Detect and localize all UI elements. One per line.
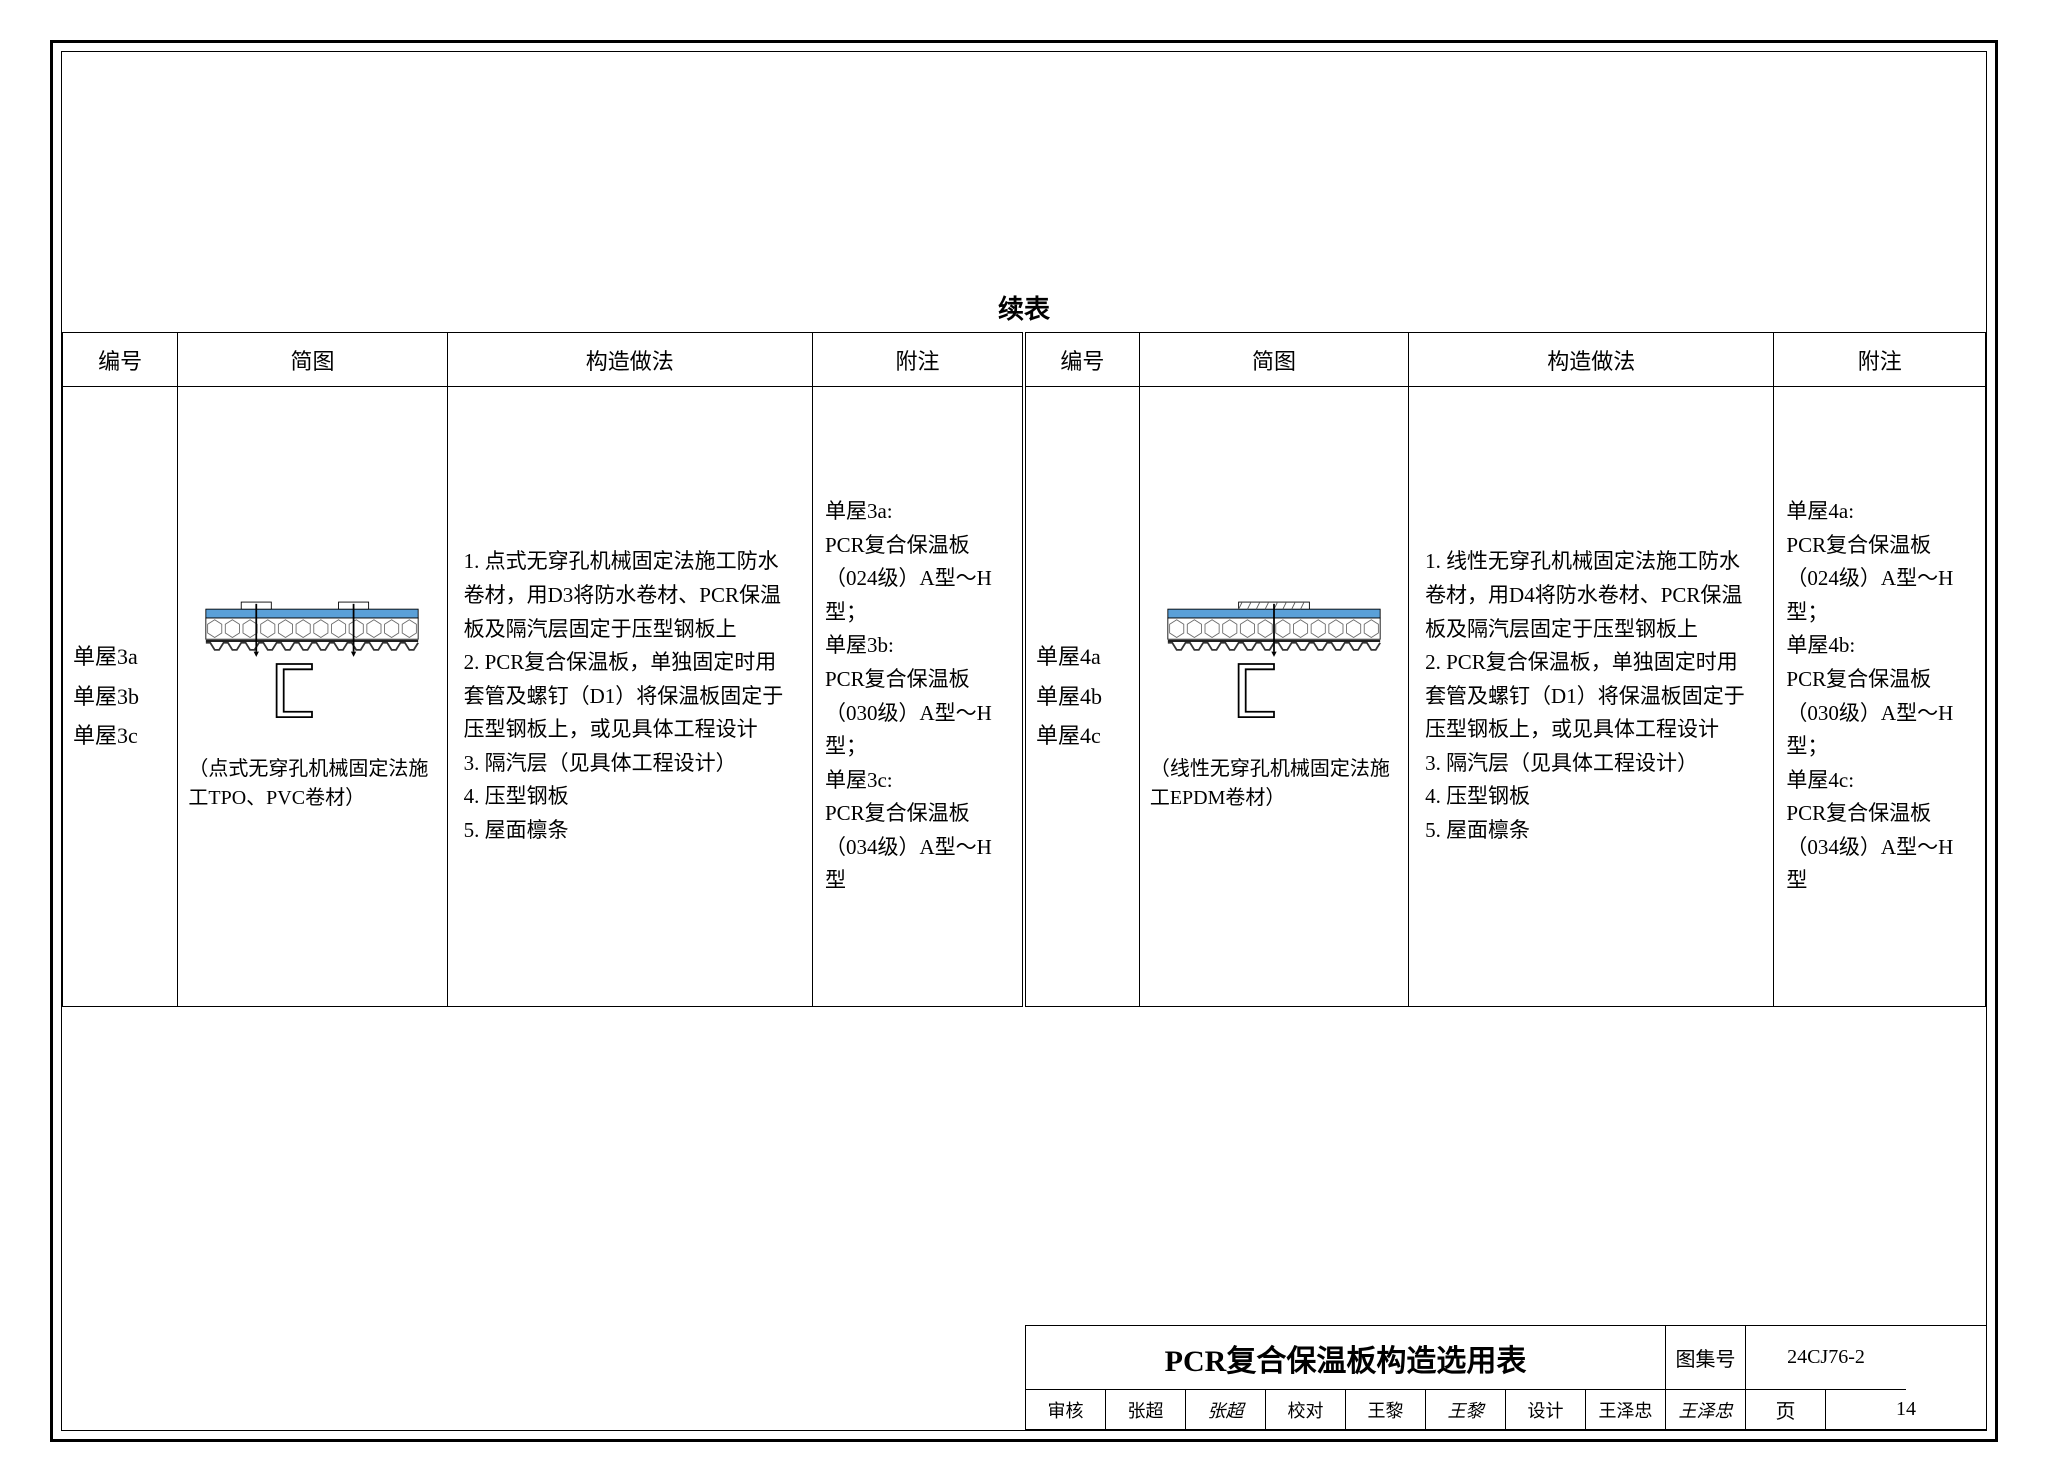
id-right-0: 单屋4a xyxy=(1036,637,1129,677)
check-name: 王黎 xyxy=(1346,1390,1426,1430)
cell-construction-left: 1. 点式无穿孔机械固定法施工防水卷材，用D3将防水卷材、PCR保温板及隔汽层固… xyxy=(447,387,812,1007)
id-right-2: 单屋4c xyxy=(1036,716,1129,756)
drawing-title: PCR复合保温板构造选用表 xyxy=(1026,1326,1666,1390)
design-sign: 王泽忠 xyxy=(1666,1390,1746,1430)
page-label: 页 xyxy=(1746,1390,1826,1430)
cell-id-right: 单屋4a 单屋4b 单屋4c xyxy=(1024,387,1139,1007)
review-sign: 张超 xyxy=(1186,1390,1266,1430)
th-note-left: 附注 xyxy=(812,333,1024,387)
con-right-4: 5. 屋面檩条 xyxy=(1425,814,1757,848)
con-right-1: 2. PCR复合保温板，单独固定时用套管及螺钉（D1）将保温板固定于压型钢板上，… xyxy=(1425,646,1757,747)
id-left-1: 单屋3b xyxy=(73,677,167,717)
con-left-3: 4. 压型钢板 xyxy=(464,780,796,814)
con-left-1: 2. PCR复合保温板，单独固定时用套管及螺钉（D1）将保温板固定于压型钢板上，… xyxy=(464,646,796,747)
th-construction-left: 构造做法 xyxy=(447,333,812,387)
id-left-2: 单屋3c xyxy=(73,716,167,756)
diagram-caption-left: （点式无穿孔机械固定法施工TPO、PVC卷材） xyxy=(188,752,436,810)
cell-id-left: 单屋3a 单屋3b 单屋3c xyxy=(63,387,178,1007)
check-label: 校对 xyxy=(1266,1390,1346,1430)
construction-selection-table: 编号 简图 构造做法 附注 编号 简图 构造做法 附注 xyxy=(62,332,1986,1007)
con-left-4: 5. 屋面檩条 xyxy=(464,814,796,848)
title-block: PCR复合保温板构造选用表 图集号 24CJ76-2 审核 张超 张超 校对 王… xyxy=(1025,1325,1986,1430)
con-right-0: 1. 线性无穿孔机械固定法施工防水卷材，用D4将防水卷材、PCR保温板及隔汽层固… xyxy=(1425,545,1757,646)
diagram-right xyxy=(1150,584,1398,744)
cell-construction-right: 1. 线性无穿孔机械固定法施工防水卷材，用D4将防水卷材、PCR保温板及隔汽层固… xyxy=(1409,387,1774,1007)
th-diagram-right: 简图 xyxy=(1139,333,1408,387)
page-value: 14 xyxy=(1826,1390,1986,1430)
id-left-0: 单屋3a xyxy=(73,637,167,677)
note-right: 单屋4a: PCR复合保温板 （024级）A型～H型； 单屋4b: PCR复合保… xyxy=(1784,491,1975,902)
th-diagram-left: 简图 xyxy=(178,333,447,387)
atlas-label: 图集号 xyxy=(1666,1326,1746,1390)
continued-table-label: 续表 xyxy=(998,289,1050,326)
cell-note-right: 单屋4a: PCR复合保温板 （024级）A型～H型； 单屋4b: PCR复合保… xyxy=(1774,387,1986,1007)
cell-diagram-left: （点式无穿孔机械固定法施工TPO、PVC卷材） xyxy=(178,387,447,1007)
con-right-2: 3. 隔汽层（见具体工程设计） xyxy=(1425,747,1757,781)
review-name: 张超 xyxy=(1106,1390,1186,1430)
design-name: 王泽忠 xyxy=(1586,1390,1666,1430)
check-sign: 王黎 xyxy=(1426,1390,1506,1430)
diagram-caption-right: （线性无穿孔机械固定法施工EPDM卷材） xyxy=(1150,752,1398,810)
review-label: 审核 xyxy=(1026,1390,1106,1430)
note-left: 单屋3a: PCR复合保温板 （024级）A型～H型； 单屋3b: PCR复合保… xyxy=(823,491,1012,902)
th-note-right: 附注 xyxy=(1774,333,1986,387)
con-left-0: 1. 点式无穿孔机械固定法施工防水卷材，用D3将防水卷材、PCR保温板及隔汽层固… xyxy=(464,545,796,646)
id-right-1: 单屋4b xyxy=(1036,677,1129,717)
con-left-2: 3. 隔汽层（见具体工程设计） xyxy=(464,747,796,781)
design-label: 设计 xyxy=(1506,1390,1586,1430)
th-construction-right: 构造做法 xyxy=(1409,333,1774,387)
header-blank: 续表 xyxy=(62,52,1986,332)
cell-diagram-right: （线性无穿孔机械固定法施工EPDM卷材） xyxy=(1139,387,1408,1007)
atlas-value: 24CJ76-2 xyxy=(1746,1326,1906,1390)
cell-note-left: 单屋3a: PCR复合保温板 （024级）A型～H型； 单屋3b: PCR复合保… xyxy=(812,387,1024,1007)
diagram-left xyxy=(188,584,436,744)
con-right-3: 4. 压型钢板 xyxy=(1425,780,1757,814)
th-id-left: 编号 xyxy=(63,333,178,387)
th-id-right: 编号 xyxy=(1024,333,1139,387)
